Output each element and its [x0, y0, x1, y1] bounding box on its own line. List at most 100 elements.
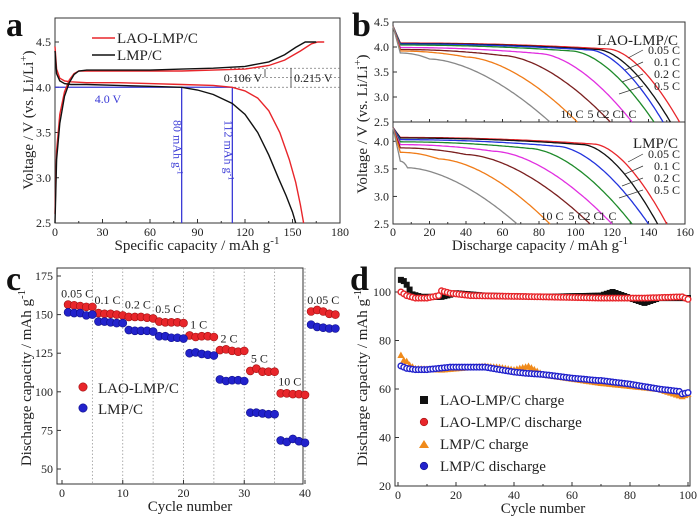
- y-tick-label-b: 4.0: [374, 40, 389, 54]
- curve-lmp-05C: [392, 127, 633, 225]
- y-tick-label-a: 4.5: [36, 35, 51, 49]
- x-tick-label-b: 40: [460, 225, 472, 239]
- y-tick-label-c: 75: [41, 423, 53, 437]
- x-tick-label-c: 30: [238, 486, 250, 500]
- axis-ticks-c: 0 10 20 30 40 50 75 100 125 150 175: [35, 269, 311, 500]
- panel-d: d 0 20 40 60 80 100 20 40 60 80 100 LAO-LMP/C char…: [350, 261, 697, 517]
- x-tick-label-b: 100: [567, 225, 585, 239]
- panel-a: a 0 30 60 90 120 150 180 2.5 3.0 3.5 4.0 4.5 4.0 V 8…: [6, 7, 349, 254]
- rate-dividers-c: [91, 268, 306, 484]
- vline2-label: 112 mAh g-1: [221, 120, 235, 180]
- y-tick-label-d: 100: [373, 285, 391, 299]
- rate-leader-line: [618, 189, 644, 199]
- y-tick-label-b: 2.5: [374, 115, 389, 129]
- rate-label-right: 0.05 C: [648, 147, 680, 161]
- x-tick-label-d: 40: [508, 488, 520, 502]
- rate-label-right: 0.2 C: [654, 67, 680, 81]
- axis-ticks-a: 0 30 60 90 120 150 180 2.5 3.0 3.5 4.0 4.5: [36, 35, 349, 239]
- rate-leader-line: [627, 153, 644, 163]
- legend-marker-lao: [78, 382, 88, 392]
- y-tick-label-b: 2.5: [374, 217, 389, 231]
- curve-lao-02C: [392, 25, 664, 123]
- data-point-lao-lmp-c-charge: [403, 281, 410, 288]
- subplot-title-lmp: LMP/C: [633, 136, 678, 152]
- curve-lmp-01C: [392, 127, 659, 225]
- rate-label-bottom: 2 C: [584, 209, 601, 223]
- x-axis-label-d: Cycle number: [501, 501, 586, 517]
- data-point-lao: [209, 332, 219, 342]
- y-tick-label-a: 3.0: [36, 171, 51, 185]
- x-tick-label-a: 150: [284, 225, 302, 239]
- data-point-lmp: [209, 351, 219, 360]
- gap2-label: 0.215 V: [294, 71, 333, 85]
- vline1-label: 80 mAh g-1: [171, 120, 185, 175]
- legend-label-lao: LAO-LMP/C: [98, 381, 179, 397]
- y-tick-label-a: 4.0: [36, 80, 51, 94]
- data-point-lmp: [239, 376, 249, 386]
- rate-label-c: 0.05 C: [61, 287, 93, 301]
- data-points-d: [397, 276, 692, 400]
- x-tick-label-a: 120: [236, 225, 254, 239]
- x-tick-label-d: 0: [395, 488, 401, 502]
- x-tick-label-b: 20: [424, 225, 436, 239]
- hline-label: 4.0 V: [95, 92, 122, 106]
- gap1-label: 0.106 V: [224, 71, 263, 85]
- legend-marker-lmp-charge: [419, 440, 429, 448]
- x-tick-label-c: 10: [117, 486, 129, 500]
- legend-a: LAO-LMP/C LMP/C: [92, 31, 198, 64]
- legend-marker-lmp-discharge: [419, 461, 429, 471]
- y-tick-label-c: 50: [41, 462, 53, 476]
- data-point-lao-lmp-c-discharge: [435, 292, 443, 300]
- y-axis-label-b: Voltage / V (vs. Li/Li+): [352, 54, 371, 193]
- rate-leader-line: [624, 165, 644, 175]
- panel-label-d: d: [350, 261, 369, 298]
- data-point-lao: [300, 390, 310, 400]
- x-tick-label-b: 120: [603, 225, 621, 239]
- data-points-c: [63, 300, 340, 448]
- data-point-lmp: [300, 438, 310, 448]
- curve-lmp-02C: [392, 127, 650, 225]
- series-lines-a: [54, 41, 325, 224]
- series-line-lao-lmp-c-charge: [54, 41, 325, 214]
- panel-label-c: c: [6, 261, 21, 298]
- y-tick-label-d: 80: [379, 334, 391, 348]
- legend-marker-lmp: [78, 403, 88, 413]
- legend-label-lmp: LMP/C: [98, 402, 143, 418]
- x-tick-label-b: 0: [390, 225, 396, 239]
- data-point-lmp: [118, 318, 128, 328]
- curve-lmp-10C: [392, 127, 518, 225]
- data-point-lmp-c-charge: [403, 357, 411, 365]
- series-line-lmp-c-charge: [54, 41, 317, 224]
- y-tick-label-b: 4.5: [374, 15, 389, 29]
- legend-c: LAO-LMP/C LMP/C: [78, 381, 179, 418]
- curve-lmp-2C: [392, 127, 591, 225]
- rate-label-bottom: 1 C: [599, 209, 616, 223]
- y-tick-label-d: 40: [379, 431, 391, 445]
- data-point-lao: [179, 318, 188, 328]
- rate-label-bottom: 5 C: [587, 107, 604, 121]
- x-tick-label-b: 80: [533, 225, 545, 239]
- x-tick-label-b: 160: [676, 225, 694, 239]
- x-tick-label-c: 0: [59, 486, 65, 500]
- curve-lmp-1C: [392, 127, 613, 225]
- subplot-title-lao: LAO-LMP/C: [597, 33, 678, 49]
- legend-label-lmp-charge: LMP/C charge: [440, 437, 529, 453]
- data-point-lmp-c-charge: [397, 351, 405, 359]
- rate-label-bottom: 2 C: [603, 107, 620, 121]
- legend-label-lmp-discharge: LMP/C discharge: [440, 459, 546, 475]
- rate-leader-line: [618, 85, 644, 95]
- y-tick-label-b: 3.0: [374, 189, 389, 203]
- y-axis-label-d: Discharge capacity / mAh g-1: [352, 290, 371, 466]
- x-tick-label-d: 80: [624, 488, 636, 502]
- rate-leader-line: [621, 73, 644, 83]
- legend-label-lmp: LMP/C: [117, 48, 162, 64]
- rate-label-c: 5 C: [251, 351, 268, 365]
- series-line-lmp-c-discharge: [54, 50, 297, 224]
- rate-label-bottom: 1 C: [619, 107, 636, 121]
- panel-label-b: b: [352, 7, 371, 44]
- x-axis-label-c: Cycle number: [148, 499, 233, 515]
- data-point-lmp: [88, 310, 97, 319]
